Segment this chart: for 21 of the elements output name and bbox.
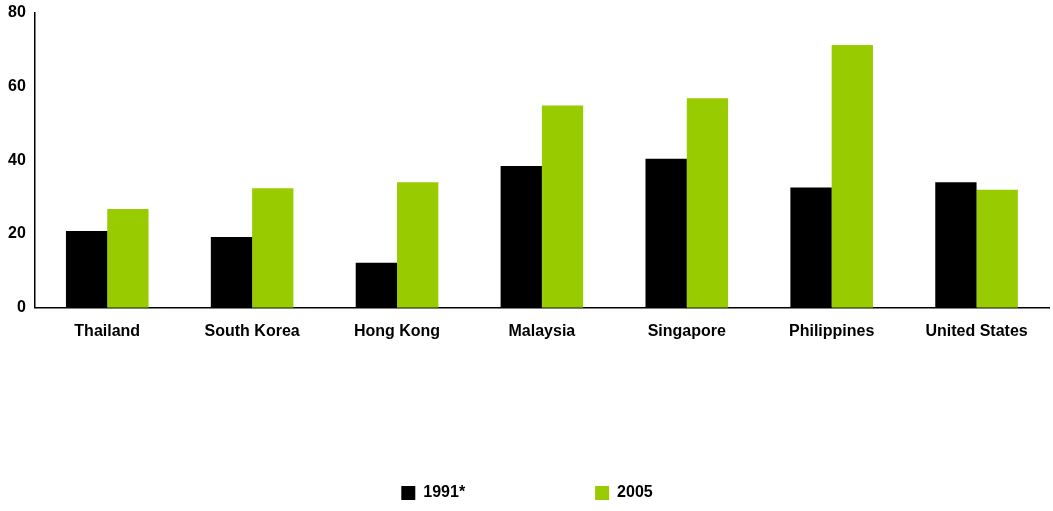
legend-label: 2005: [617, 483, 653, 501]
x-tick-label: Thailand: [74, 321, 141, 339]
y-tick-label: 0: [16, 298, 26, 316]
x-tick-label: Hong Kong: [353, 321, 441, 339]
x-tick-label: Malaysia: [508, 321, 576, 339]
bar: [976, 189, 1018, 308]
x-tick-label: Singapore: [647, 321, 726, 339]
y-tick-label: 20: [8, 224, 26, 242]
bar: [686, 98, 729, 308]
legend-label: 1991*: [423, 483, 466, 501]
bar: [541, 105, 584, 308]
y-tick-label: 40: [8, 150, 26, 168]
bar: [252, 188, 294, 308]
x-tick-label: United States: [925, 321, 1028, 339]
bar: [397, 182, 439, 308]
x-tick-label: Philippines: [789, 321, 875, 339]
x-tick-label: South Korea: [204, 321, 300, 339]
bar: [107, 208, 149, 308]
bar: [831, 45, 873, 308]
y-tick-label: 80: [8, 3, 26, 21]
y-tick-label: 60: [8, 76, 26, 94]
